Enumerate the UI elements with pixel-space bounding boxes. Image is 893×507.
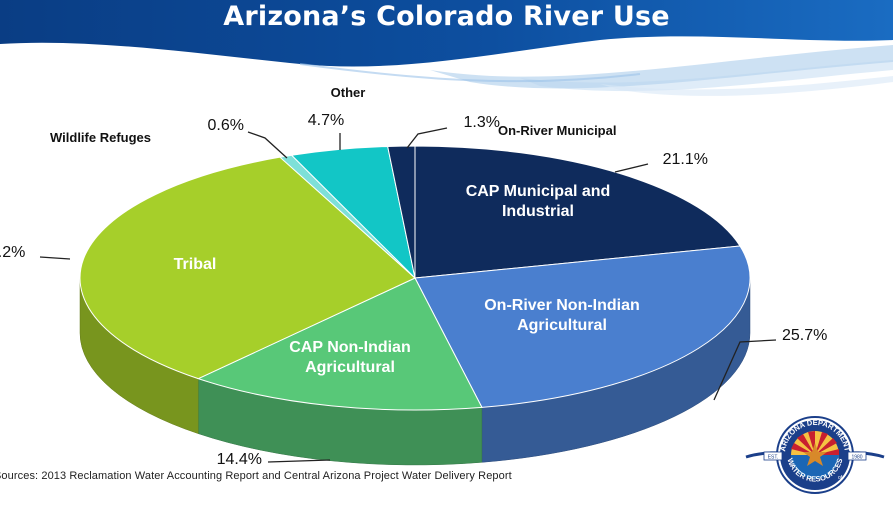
inside-label-on_river_nonindian_ag-0: On-River Non-Indian bbox=[484, 297, 640, 314]
leader-line-cap_nonindian_ag bbox=[267, 459, 331, 463]
inside-label-cap_municipal-0: CAP Municipal and bbox=[466, 183, 611, 200]
page-title: Arizona’s Colorado River Use bbox=[223, 1, 670, 32]
pie-slice-tribal bbox=[79, 156, 416, 380]
leader-line-cap_municipal bbox=[614, 163, 649, 173]
inside-label-cap_municipal-1: Industrial bbox=[502, 203, 574, 220]
source-note: Sources: 2013 Reclamation Water Accounti… bbox=[0, 470, 512, 482]
leader-line-on_river_municipal bbox=[406, 127, 448, 149]
value-label-cap_nonindian_ag: 14.4% bbox=[217, 451, 262, 468]
value-label-wildlife_refuges: 0.6% bbox=[208, 117, 244, 134]
inside-label-cap_nonindian_ag-1: Agricultural bbox=[305, 359, 395, 376]
name-label-wildlife_refuges: Wildlife Refuges bbox=[50, 130, 151, 145]
logo-of-text: of bbox=[838, 475, 843, 481]
header-banner bbox=[0, 0, 893, 96]
inside-label-tribal-0: Tribal bbox=[174, 256, 217, 273]
inside-label-on_river_nonindian_ag-1: Agricultural bbox=[517, 317, 607, 334]
value-label-on_river_nonindian_ag: 25.7% bbox=[782, 327, 827, 344]
inside-label-cap_nonindian_ag-0: CAP Non-Indian bbox=[289, 339, 410, 356]
logo-est-text: EST. bbox=[768, 455, 779, 461]
value-label-other: 4.7% bbox=[308, 112, 344, 129]
pie-slice-cap_nonindian_ag bbox=[196, 277, 483, 411]
leader-line-tribal bbox=[39, 256, 71, 260]
pie-slice-cap_municipal bbox=[414, 145, 741, 279]
logo-year-text: 1980 bbox=[851, 455, 862, 461]
leader-line-on_river_nonindian_ag bbox=[713, 339, 777, 401]
name-label-on_river_municipal: On-River Municipal bbox=[498, 123, 616, 138]
value-label-on_river_municipal: 1.3% bbox=[464, 114, 500, 131]
pie-slice-on_river_municipal bbox=[387, 145, 416, 279]
pie-slice-on_river_nonindian_ag bbox=[414, 245, 751, 408]
leader-line-wildlife_refuges bbox=[247, 131, 288, 159]
adwr-logo: EST. 1980 ARIZONA DEPARTMENT WATER RESOU… bbox=[745, 416, 885, 494]
value-label-tribal: 32.2% bbox=[0, 244, 25, 261]
name-label-other: Other bbox=[331, 85, 366, 100]
value-label-cap_municipal: 21.1% bbox=[663, 151, 708, 168]
